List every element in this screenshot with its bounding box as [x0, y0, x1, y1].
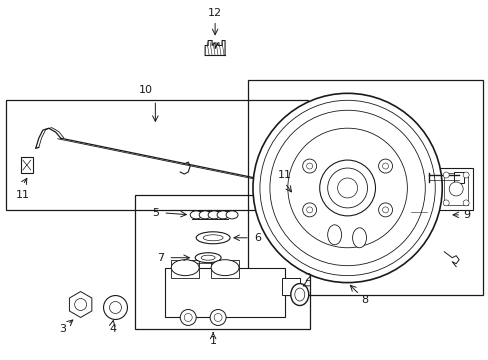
Circle shape [462, 172, 468, 178]
Ellipse shape [217, 211, 228, 219]
Ellipse shape [199, 211, 211, 219]
Text: 3: 3 [59, 324, 66, 334]
Circle shape [103, 296, 127, 319]
Circle shape [382, 207, 388, 213]
Text: 11: 11 [277, 170, 291, 180]
Text: 4: 4 [109, 324, 116, 334]
Bar [135, 195, 309, 329]
Circle shape [462, 200, 468, 206]
Circle shape [378, 159, 392, 173]
Ellipse shape [190, 211, 202, 219]
Text: 7: 7 [157, 253, 163, 263]
Circle shape [214, 314, 222, 321]
Text: 6: 6 [254, 233, 261, 243]
Circle shape [180, 310, 196, 325]
Text: 9: 9 [463, 210, 470, 220]
Bar [171, 260, 199, 278]
Circle shape [442, 200, 448, 206]
Circle shape [252, 93, 441, 283]
Circle shape [327, 168, 367, 208]
Bar [438, 168, 472, 210]
Ellipse shape [290, 284, 308, 306]
Bar [410, 205, 427, 220]
Ellipse shape [195, 253, 221, 263]
Circle shape [302, 203, 316, 217]
Text: 1: 1 [209, 336, 216, 346]
Bar [21, 157, 33, 173]
Bar [443, 173, 467, 205]
Circle shape [448, 182, 462, 196]
Ellipse shape [294, 288, 304, 301]
Circle shape [337, 178, 357, 198]
Text: 10: 10 [138, 85, 152, 95]
Ellipse shape [225, 211, 238, 219]
Circle shape [319, 160, 375, 216]
Circle shape [302, 159, 316, 173]
Circle shape [442, 172, 448, 178]
Circle shape [184, 314, 192, 321]
Bar [6, 100, 307, 210]
Circle shape [109, 302, 121, 314]
Bar [453, 172, 463, 183]
Circle shape [306, 163, 312, 169]
Circle shape [75, 298, 86, 310]
Bar [211, 260, 239, 278]
Ellipse shape [201, 255, 215, 260]
Circle shape [306, 207, 312, 213]
Ellipse shape [208, 211, 220, 219]
Ellipse shape [203, 235, 223, 241]
Bar [281, 278, 299, 294]
Text: 12: 12 [207, 8, 222, 18]
Ellipse shape [171, 260, 199, 276]
Ellipse shape [352, 228, 366, 248]
Ellipse shape [196, 232, 229, 244]
Circle shape [378, 203, 392, 217]
Ellipse shape [211, 260, 239, 276]
Circle shape [210, 310, 225, 325]
Text: 2: 2 [304, 273, 311, 283]
Bar [247, 80, 482, 294]
Text: 5: 5 [152, 208, 159, 218]
Text: 11: 11 [16, 190, 30, 200]
Ellipse shape [327, 225, 341, 245]
Circle shape [382, 163, 388, 169]
Bar [165, 268, 285, 318]
Text: 8: 8 [360, 294, 367, 305]
Bar [289, 200, 302, 213]
